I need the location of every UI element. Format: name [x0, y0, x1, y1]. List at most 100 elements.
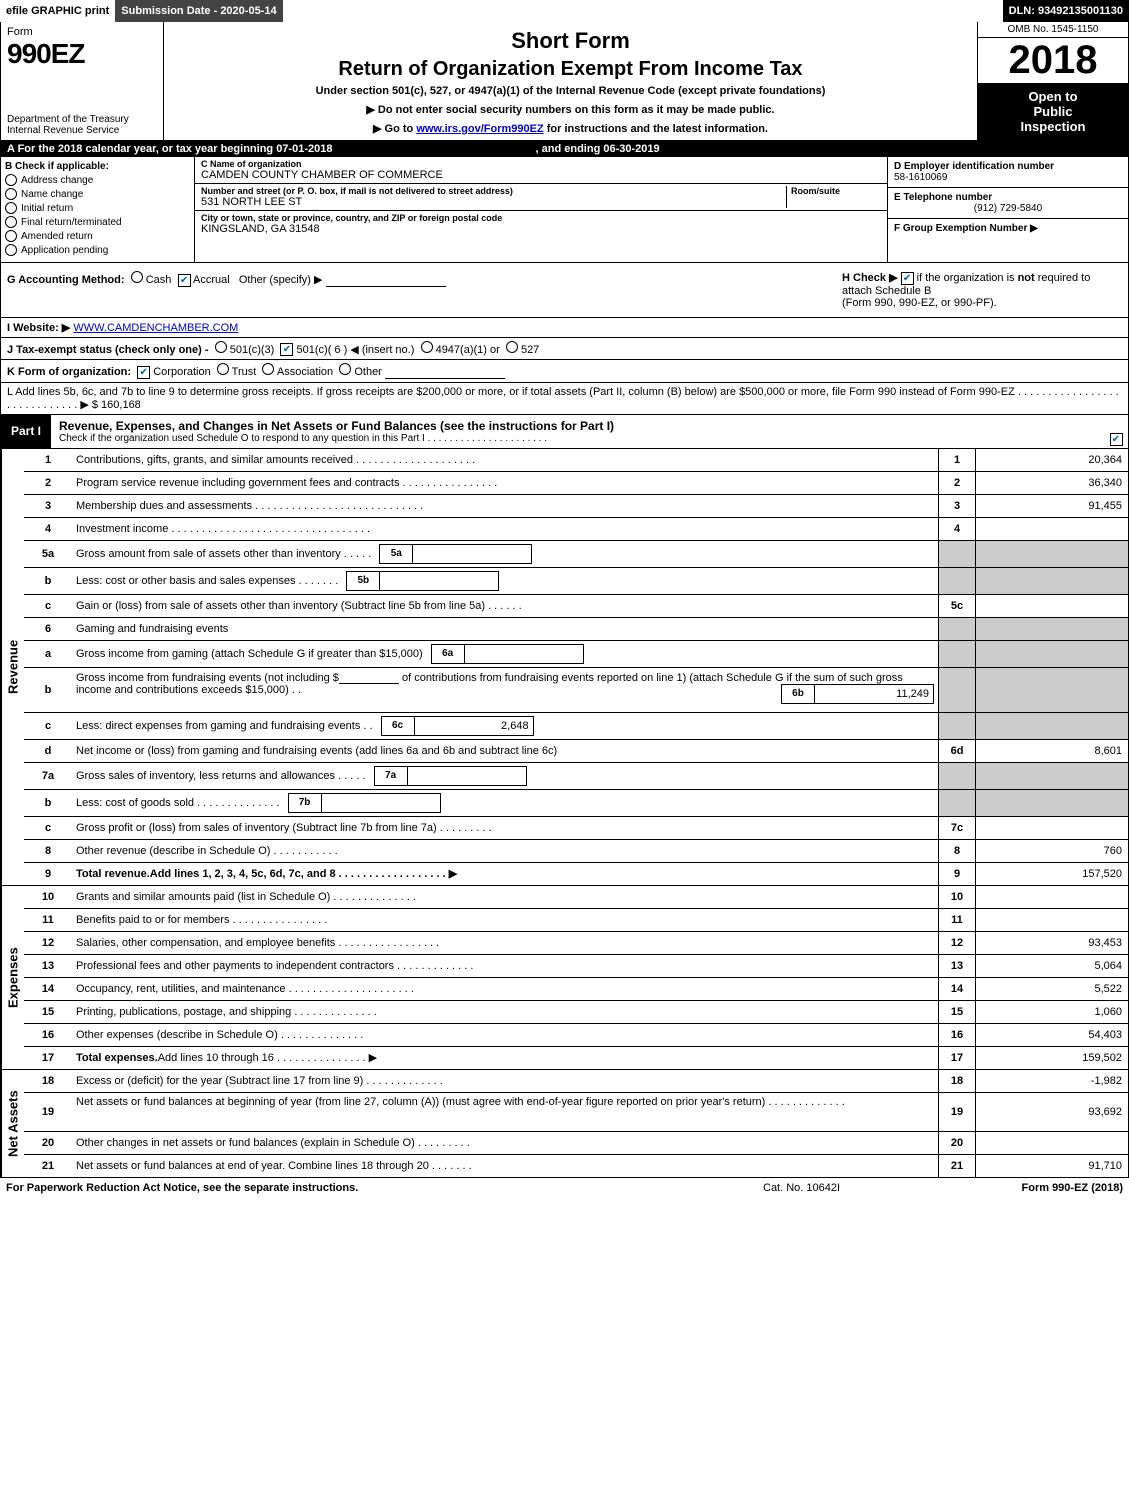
- room-label: Room/suite: [791, 186, 881, 196]
- street-value: 531 NORTH LEE ST: [201, 196, 786, 208]
- sub-7b: 7b: [288, 793, 441, 813]
- h-label: H Check ▶: [842, 272, 898, 284]
- row-j: J Tax-exempt status (check only one) - 5…: [0, 338, 1129, 361]
- row-l: L Add lines 5b, 6c, and 7b to line 9 to …: [0, 383, 1129, 415]
- circle-icon[interactable]: [131, 271, 143, 283]
- tax-year: 2018: [978, 38, 1128, 83]
- amt-1: 20,364: [975, 449, 1128, 471]
- check-icon[interactable]: [901, 272, 914, 285]
- line-17: 17 Total expenses. Add lines 10 through …: [24, 1047, 1128, 1069]
- part-1-header: Part I Revenue, Expenses, and Changes in…: [0, 415, 1129, 449]
- amt-21: 91,710: [975, 1155, 1128, 1177]
- amt-13: 5,064: [975, 955, 1128, 977]
- e-label: E Telephone number: [894, 192, 1122, 203]
- omb-number: OMB No. 1545-1150: [978, 22, 1128, 38]
- chk-address-change[interactable]: Address change: [5, 174, 190, 186]
- dln-label: DLN: 93492135001130: [1003, 0, 1129, 22]
- section-b: B Check if applicable: Address change Na…: [1, 157, 195, 262]
- row-g: G Accounting Method: Cash Accrual Other …: [1, 263, 836, 317]
- line-5a: 5a Gross amount from sale of assets othe…: [24, 541, 1128, 568]
- sub-7a: 7a: [374, 766, 527, 786]
- short-form-title: Short Form: [170, 28, 971, 54]
- irs-link[interactable]: www.irs.gov/Form990EZ: [416, 123, 543, 135]
- form-word: Form: [7, 26, 157, 38]
- amt-4: [975, 518, 1128, 540]
- i-label: I Website: ▶: [7, 322, 70, 334]
- line-11: 11 Benefits paid to or for members . . .…: [24, 909, 1128, 932]
- circle-icon: [5, 244, 17, 256]
- k-label: K Form of organization:: [7, 366, 131, 378]
- chk-amended[interactable]: Amended return: [5, 230, 190, 242]
- line-3: 3 Membership dues and assessments . . . …: [24, 495, 1128, 518]
- check-icon[interactable]: [137, 366, 150, 379]
- circle-icon[interactable]: [421, 341, 433, 353]
- amt-20: [975, 1132, 1128, 1154]
- amt-8: 760: [975, 840, 1128, 862]
- row-h: H Check ▶ if the organization is not req…: [836, 263, 1128, 317]
- line-2: 2 Program service revenue including gove…: [24, 472, 1128, 495]
- open-3: Inspection: [980, 119, 1126, 134]
- line-20: 20 Other changes in net assets or fund b…: [24, 1132, 1128, 1155]
- do-not-enter: ▶ Do not enter social security numbers o…: [170, 103, 971, 116]
- circle-icon[interactable]: [215, 341, 227, 353]
- amt-2: 36,340: [975, 472, 1128, 494]
- amt-3: 91,455: [975, 495, 1128, 517]
- section-def: D Employer identification number 58-1610…: [887, 157, 1128, 262]
- amt-16: 54,403: [975, 1024, 1128, 1046]
- line-4: 4 Investment income . . . . . . . . . . …: [24, 518, 1128, 541]
- dept-2: Internal Revenue Service: [7, 125, 157, 136]
- under-section: Under section 501(c), 527, or 4947(a)(1)…: [170, 85, 971, 97]
- cat-no: Cat. No. 10642I: [763, 1182, 963, 1194]
- line-10: 10 Grants and similar amounts paid (list…: [24, 886, 1128, 909]
- line-16: 16 Other expenses (describe in Schedule …: [24, 1024, 1128, 1047]
- lines-table: Revenue 1 Contributions, gifts, grants, …: [0, 449, 1129, 1178]
- sub-6b: 6b11,249: [781, 684, 934, 704]
- chk-name-change[interactable]: Name change: [5, 188, 190, 200]
- f-label: F Group Exemption Number ▶: [894, 223, 1122, 234]
- line-13: 13 Professional fees and other payments …: [24, 955, 1128, 978]
- line-6c: c Less: direct expenses from gaming and …: [24, 713, 1128, 740]
- chk-app-pending[interactable]: Application pending: [5, 244, 190, 256]
- section-c: C Name of organization CAMDEN COUNTY CHA…: [195, 157, 887, 262]
- amt-14: 5,522: [975, 978, 1128, 1000]
- part-1-check[interactable]: [1104, 415, 1128, 448]
- amt-11: [975, 909, 1128, 931]
- c-name-label: C Name of organization: [201, 159, 881, 169]
- line-8: 8 Other revenue (describe in Schedule O)…: [24, 840, 1128, 863]
- other-blank: [326, 274, 446, 287]
- city-label: City or town, state or province, country…: [201, 213, 881, 223]
- info-block: B Check if applicable: Address change Na…: [0, 157, 1129, 263]
- check-icon[interactable]: [178, 274, 191, 287]
- line-9: 9 Total revenue. Add lines 1, 2, 3, 4, 5…: [24, 863, 1128, 885]
- net-assets-side-label: Net Assets: [1, 1070, 24, 1177]
- row-i: I Website: ▶ WWW.CAMDENCHAMBER.COM: [0, 318, 1129, 338]
- row-k: K Form of organization: Corporation Trus…: [0, 360, 1129, 383]
- chk-initial-return[interactable]: Initial return: [5, 202, 190, 214]
- circle-icon: [5, 174, 17, 186]
- line-7a: 7a Gross sales of inventory, less return…: [24, 763, 1128, 790]
- circle-icon[interactable]: [217, 363, 229, 375]
- line-6d: d Net income or (loss) from gaming and f…: [24, 740, 1128, 763]
- circle-icon[interactable]: [339, 363, 351, 375]
- amt-17: 159,502: [975, 1047, 1128, 1069]
- line-6a: a Gross income from gaming (attach Sched…: [24, 641, 1128, 668]
- line-1: 1 Contributions, gifts, grants, and simi…: [24, 449, 1128, 472]
- sub-6c: 6c2,648: [381, 716, 534, 736]
- part-1-sub: Check if the organization used Schedule …: [59, 433, 1096, 444]
- check-icon[interactable]: [280, 343, 293, 356]
- circle-icon: [5, 230, 17, 242]
- line-19: 19 Net assets or fund balances at beginn…: [24, 1093, 1128, 1132]
- submission-date: Submission Date - 2020-05-14: [115, 0, 282, 22]
- circle-icon[interactable]: [262, 363, 274, 375]
- tax-year-end: , and ending 06-30-2019: [536, 143, 660, 155]
- sub-5b: 5b: [346, 571, 499, 591]
- d-label: D Employer identification number: [894, 161, 1122, 172]
- line-6b: b Gross income from fundraising events (…: [24, 668, 1128, 713]
- revenue-side-label: Revenue: [1, 449, 24, 885]
- efile-label: efile GRAPHIC print: [0, 0, 115, 22]
- circle-icon: [5, 202, 17, 214]
- amt-18: -1,982: [975, 1070, 1128, 1092]
- circle-icon[interactable]: [506, 341, 518, 353]
- website-link[interactable]: WWW.CAMDENCHAMBER.COM: [73, 322, 238, 334]
- chk-final-return[interactable]: Final return/terminated: [5, 216, 190, 228]
